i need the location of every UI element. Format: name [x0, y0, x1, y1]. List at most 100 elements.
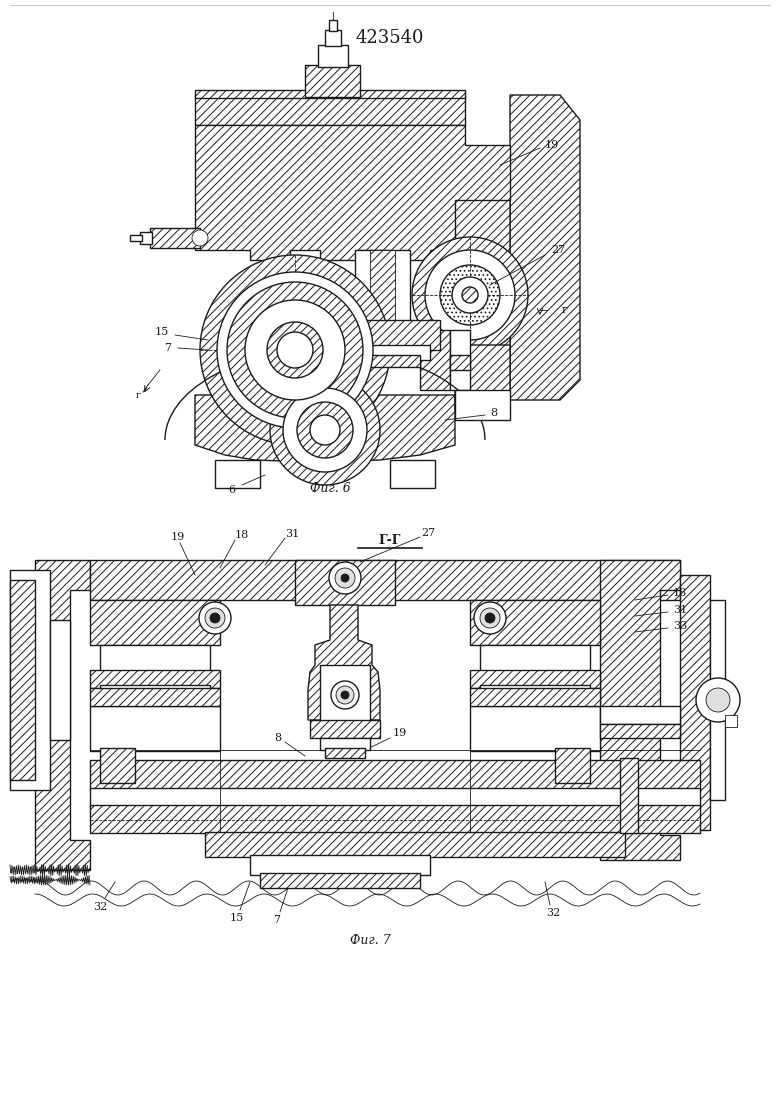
Polygon shape: [195, 125, 510, 260]
Bar: [50, 620, 70, 740]
Bar: [600, 706, 680, 724]
Bar: [310, 720, 380, 738]
Text: Фиг. 6: Фиг. 6: [310, 482, 350, 494]
Circle shape: [412, 237, 528, 353]
Bar: [215, 460, 260, 488]
Bar: [710, 620, 725, 780]
Bar: [370, 250, 395, 330]
Text: г: г: [136, 390, 140, 399]
Polygon shape: [510, 95, 580, 400]
Circle shape: [199, 602, 231, 634]
Bar: [455, 390, 510, 420]
Bar: [318, 45, 348, 67]
Circle shape: [270, 375, 380, 485]
Text: 7: 7: [165, 343, 172, 353]
Text: 33: 33: [673, 621, 687, 631]
Bar: [470, 600, 600, 645]
Text: Г-Г: Г-Г: [379, 534, 401, 546]
Polygon shape: [455, 345, 510, 410]
Text: 19: 19: [393, 728, 407, 738]
Bar: [10, 570, 50, 790]
Bar: [710, 600, 725, 800]
Text: 18: 18: [235, 531, 249, 540]
Circle shape: [341, 574, 349, 582]
Circle shape: [192, 231, 208, 246]
Bar: [140, 232, 152, 244]
Bar: [330, 320, 440, 350]
Circle shape: [425, 250, 515, 340]
Circle shape: [335, 568, 355, 588]
Bar: [250, 855, 430, 875]
Bar: [100, 685, 210, 710]
Bar: [480, 645, 590, 675]
Circle shape: [205, 608, 225, 628]
Bar: [390, 460, 435, 488]
Text: 8: 8: [275, 733, 282, 743]
Bar: [555, 748, 590, 783]
Bar: [90, 600, 220, 645]
Bar: [420, 330, 450, 390]
Bar: [260, 872, 420, 888]
Bar: [329, 20, 337, 31]
Text: 15: 15: [230, 913, 244, 923]
Text: 32: 32: [546, 908, 560, 918]
Bar: [305, 65, 360, 97]
Bar: [90, 706, 220, 751]
Bar: [450, 355, 470, 370]
Circle shape: [331, 681, 359, 709]
Circle shape: [480, 608, 500, 628]
Polygon shape: [35, 560, 90, 870]
Circle shape: [210, 613, 220, 623]
Bar: [600, 724, 680, 738]
Bar: [195, 90, 465, 98]
Circle shape: [217, 272, 373, 428]
Text: 31: 31: [285, 529, 299, 539]
Bar: [320, 665, 370, 722]
Circle shape: [336, 686, 354, 704]
Bar: [100, 645, 210, 675]
Bar: [620, 758, 638, 833]
Bar: [355, 250, 410, 330]
Circle shape: [200, 255, 390, 445]
Circle shape: [485, 613, 495, 623]
Text: 27: 27: [551, 245, 565, 255]
Bar: [470, 688, 600, 706]
Bar: [195, 95, 465, 125]
Polygon shape: [195, 395, 455, 462]
Bar: [725, 715, 737, 727]
Bar: [480, 685, 590, 710]
Text: 31: 31: [673, 606, 687, 615]
Text: 19: 19: [171, 532, 185, 542]
Text: 15: 15: [155, 326, 169, 338]
Polygon shape: [435, 180, 510, 390]
Circle shape: [277, 332, 313, 368]
Bar: [320, 738, 370, 750]
Bar: [450, 330, 470, 390]
Circle shape: [267, 322, 323, 378]
Circle shape: [341, 690, 349, 699]
Circle shape: [706, 688, 730, 713]
Text: 19: 19: [545, 140, 559, 150]
Text: 27: 27: [421, 528, 435, 538]
Bar: [150, 228, 200, 248]
Circle shape: [452, 277, 488, 313]
Circle shape: [440, 265, 500, 325]
Bar: [90, 560, 680, 600]
Bar: [90, 805, 700, 833]
Circle shape: [297, 401, 353, 458]
Bar: [90, 760, 700, 790]
Bar: [325, 30, 341, 46]
Text: Фиг. 7: Фиг. 7: [349, 933, 390, 946]
Bar: [340, 345, 430, 360]
Circle shape: [310, 415, 340, 445]
Circle shape: [474, 602, 506, 634]
Circle shape: [283, 388, 367, 472]
Bar: [470, 670, 600, 688]
Circle shape: [227, 282, 363, 418]
Bar: [90, 688, 220, 706]
Text: 423540: 423540: [356, 29, 424, 47]
Text: 7: 7: [274, 915, 281, 925]
Text: 32: 32: [93, 902, 107, 912]
Polygon shape: [308, 606, 380, 720]
Circle shape: [462, 287, 478, 303]
